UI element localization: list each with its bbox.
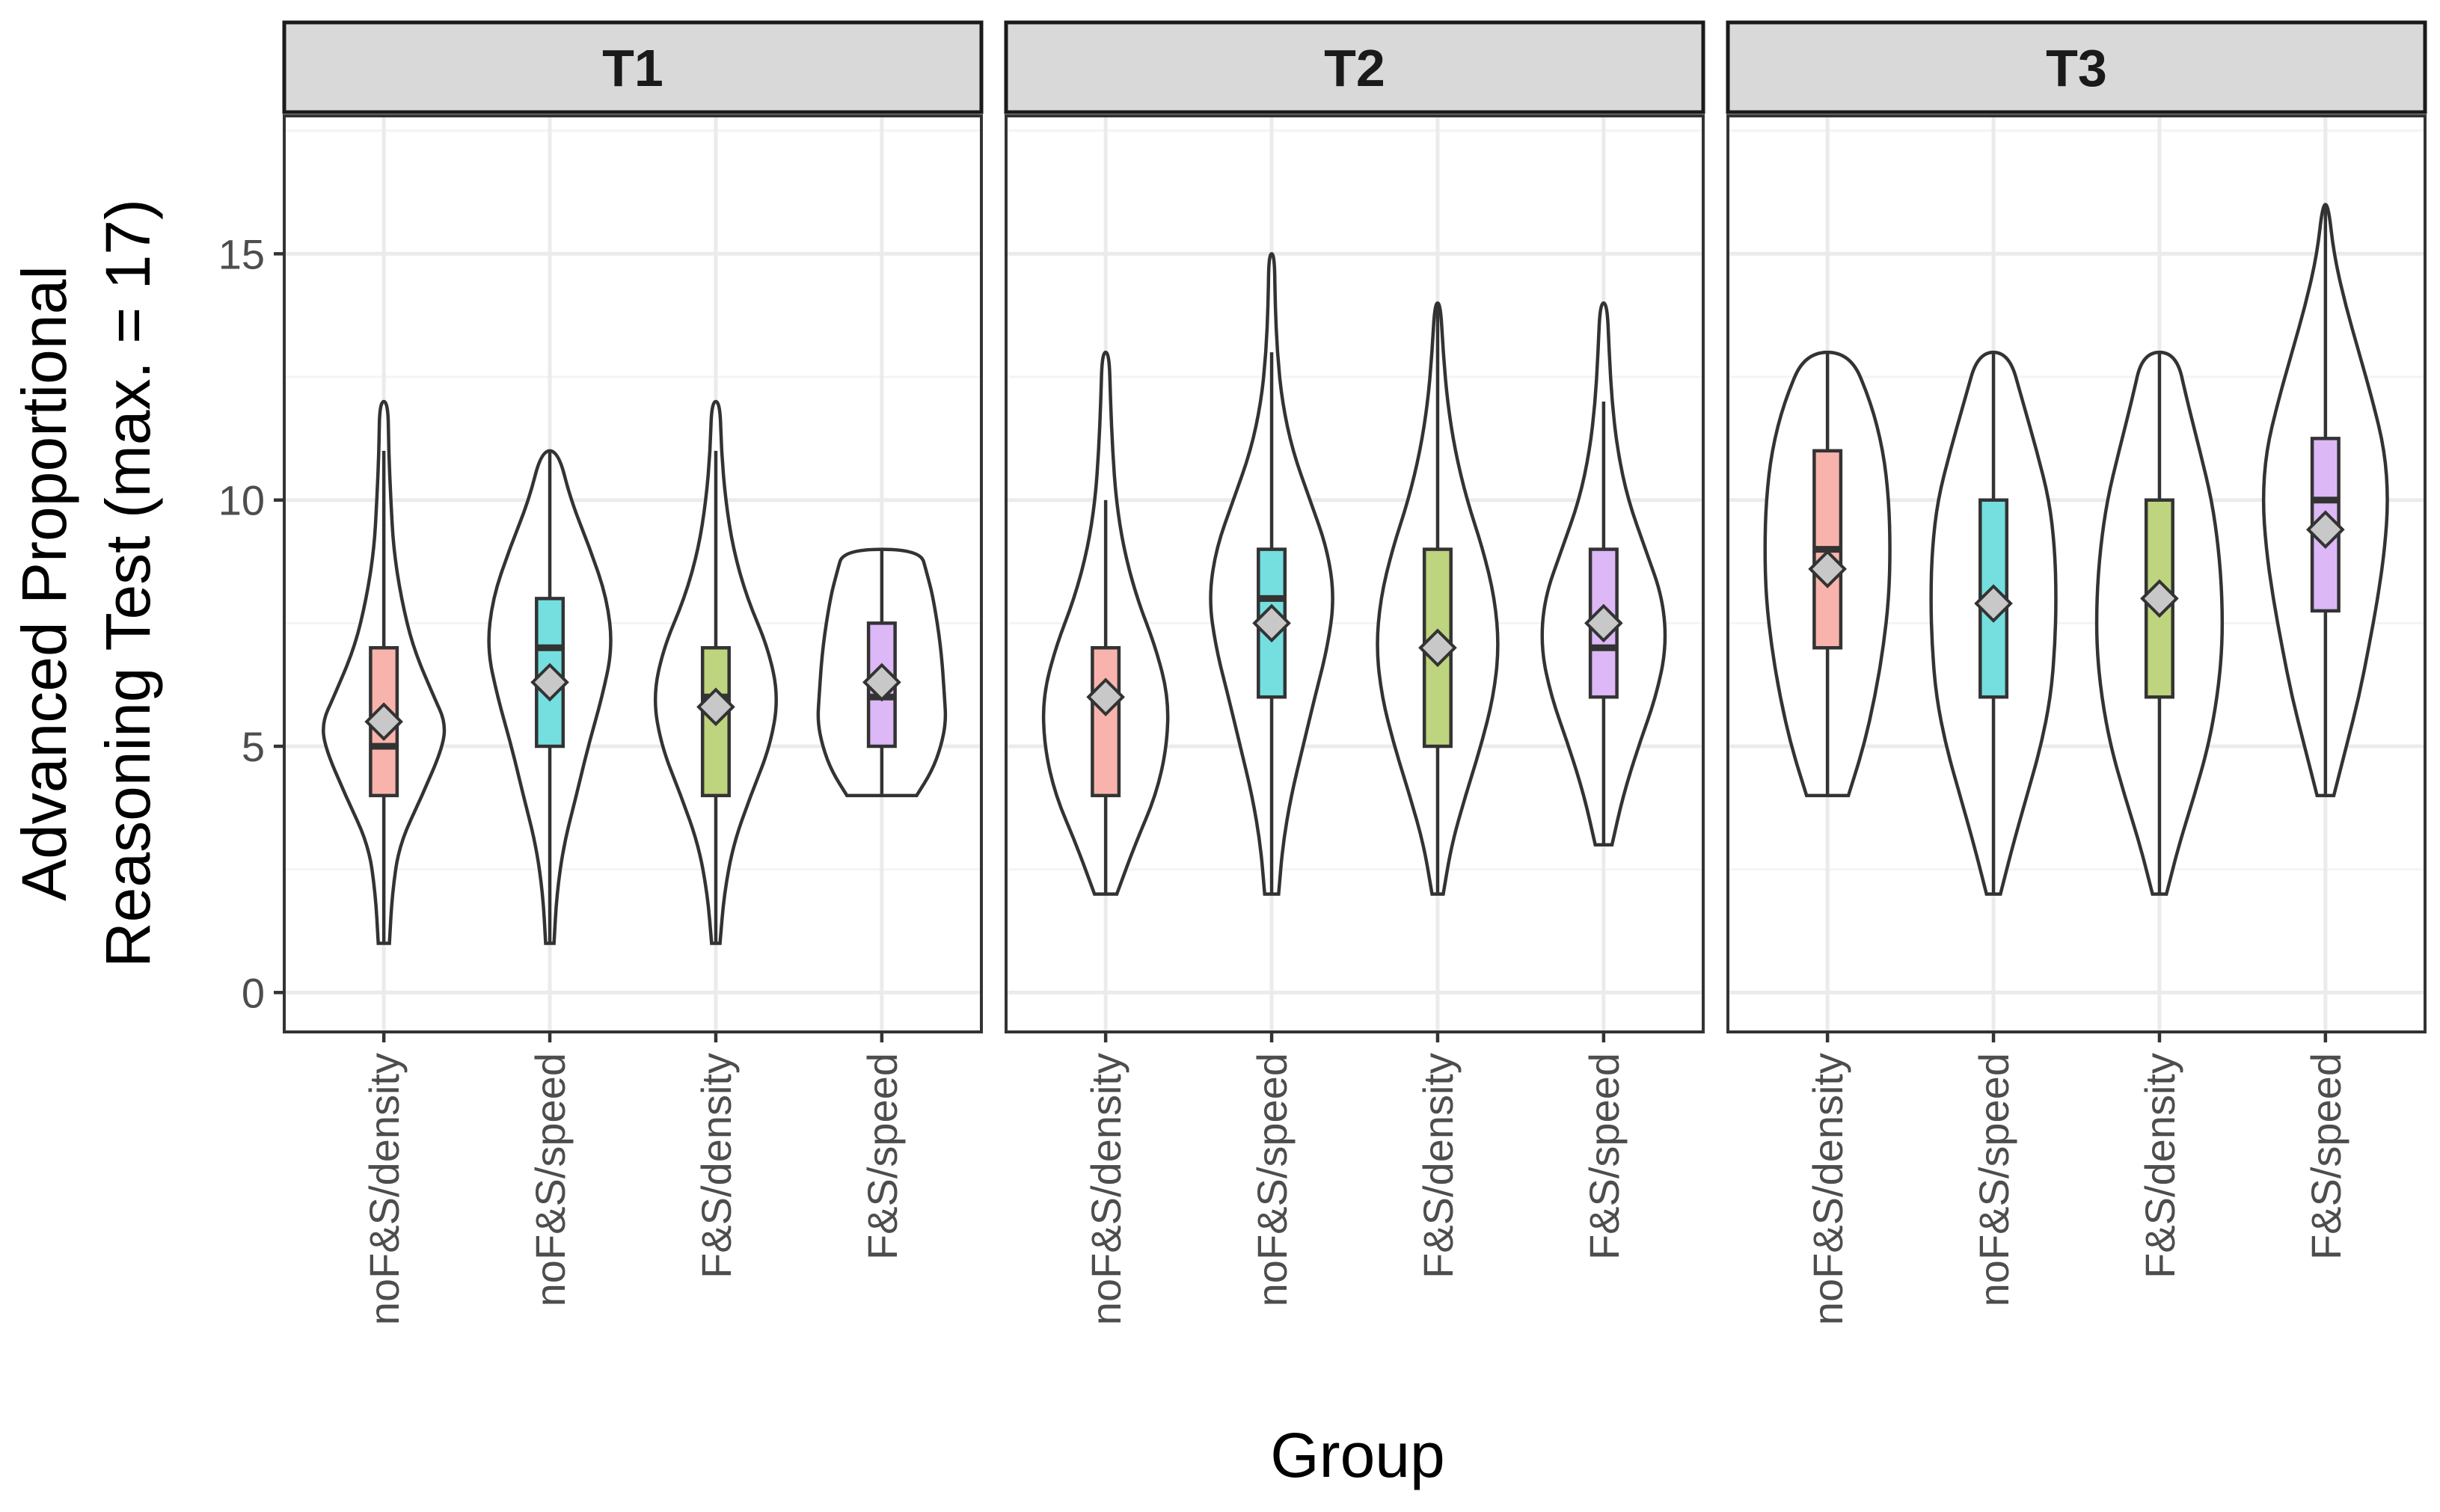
violin-t3-2: [1929, 350, 2058, 896]
panel-border: [283, 114, 983, 1033]
x-tick-label: noF&S/density: [1082, 1053, 1129, 1325]
violin-t3-3: [2094, 350, 2225, 896]
x-tick-label: F&S/density: [693, 1053, 740, 1279]
violin-t2-2: [1209, 252, 1334, 896]
x-tick-label: noF&S/speed: [1248, 1053, 1296, 1306]
facet-strip: [282, 20, 984, 114]
violin-t2-1: [1041, 350, 1170, 896]
facet-panel-t3: T3 noF&S/density noF&S/speed F&S/density F&S…: [1726, 20, 2427, 1325]
facet-strip-label: T1: [602, 39, 663, 97]
facet-strip-label: T3: [2046, 39, 2107, 97]
mean-marker: [1252, 603, 1291, 643]
x-tick-label: noF&S/speed: [527, 1053, 574, 1306]
y-tick-label: 5: [242, 723, 265, 770]
x-tick-label: F&S/density: [2136, 1053, 2183, 1279]
mean-marker: [862, 663, 901, 702]
x-tick-label: noF&S/density: [1804, 1053, 1851, 1325]
violin-t3-4: [2261, 203, 2389, 798]
facet-strip: [1726, 20, 2427, 114]
x-tick-label: F&S/speed: [2302, 1053, 2349, 1260]
violin-t2-3: [1376, 301, 1500, 896]
violin-t2-4: [1540, 301, 1667, 846]
x-axis-title: Group: [1270, 1420, 1444, 1490]
mean-marker: [530, 663, 569, 702]
facet-strip-label: T2: [1324, 39, 1385, 97]
facet-panel-t1: T1 noF&S/density noF&S/speed F&S/density F&S…: [282, 20, 984, 1325]
y-tick-label: 10: [218, 477, 265, 524]
violin-t3-1: [1763, 350, 1892, 798]
y-tick-label: 15: [218, 230, 265, 277]
mean-marker: [1086, 677, 1125, 716]
y-axis-title-line-2: Reasoning Test (max. = 17): [93, 199, 163, 968]
y-axis-title: Advanced Proportional Reasoning Test (ma…: [9, 199, 163, 968]
x-tick-label: F&S/density: [1414, 1053, 1462, 1279]
facet-panel-t2: T2 noF&S/density noF&S/speed F&S/density F&S…: [1004, 20, 1705, 1325]
x-tick-label: noF&S/density: [361, 1053, 408, 1325]
violin-t1-3: [653, 399, 778, 945]
mean-marker: [1808, 550, 1847, 588]
mean-marker: [2306, 510, 2345, 550]
violin-t1-4: [816, 547, 948, 798]
y-axis: 0 5 10 15: [218, 230, 284, 1016]
mean-marker: [696, 687, 735, 727]
panel-border: [1005, 114, 1705, 1033]
facet-strip: [1004, 20, 1705, 114]
x-tick-label: noF&S/speed: [1970, 1053, 2017, 1306]
violin-t1-1: [322, 399, 447, 945]
facet-panels: T1 noF&S/density noF&S/speed F&S/density F&S…: [282, 20, 2427, 1325]
violin-t1-2: [487, 449, 613, 945]
y-axis-title-line-1: Advanced Proportional: [9, 265, 79, 901]
mean-marker: [2140, 579, 2179, 618]
mean-marker: [1584, 603, 1623, 643]
mean-marker: [1974, 584, 2013, 623]
box: [1091, 646, 1121, 798]
x-tick-label: F&S/speed: [859, 1053, 906, 1260]
panel-border: [1726, 114, 2427, 1033]
mean-marker: [364, 702, 403, 741]
y-tick-label: 0: [242, 969, 265, 1016]
x-tick-label: F&S/speed: [1581, 1053, 1628, 1260]
mean-marker: [1418, 628, 1457, 668]
